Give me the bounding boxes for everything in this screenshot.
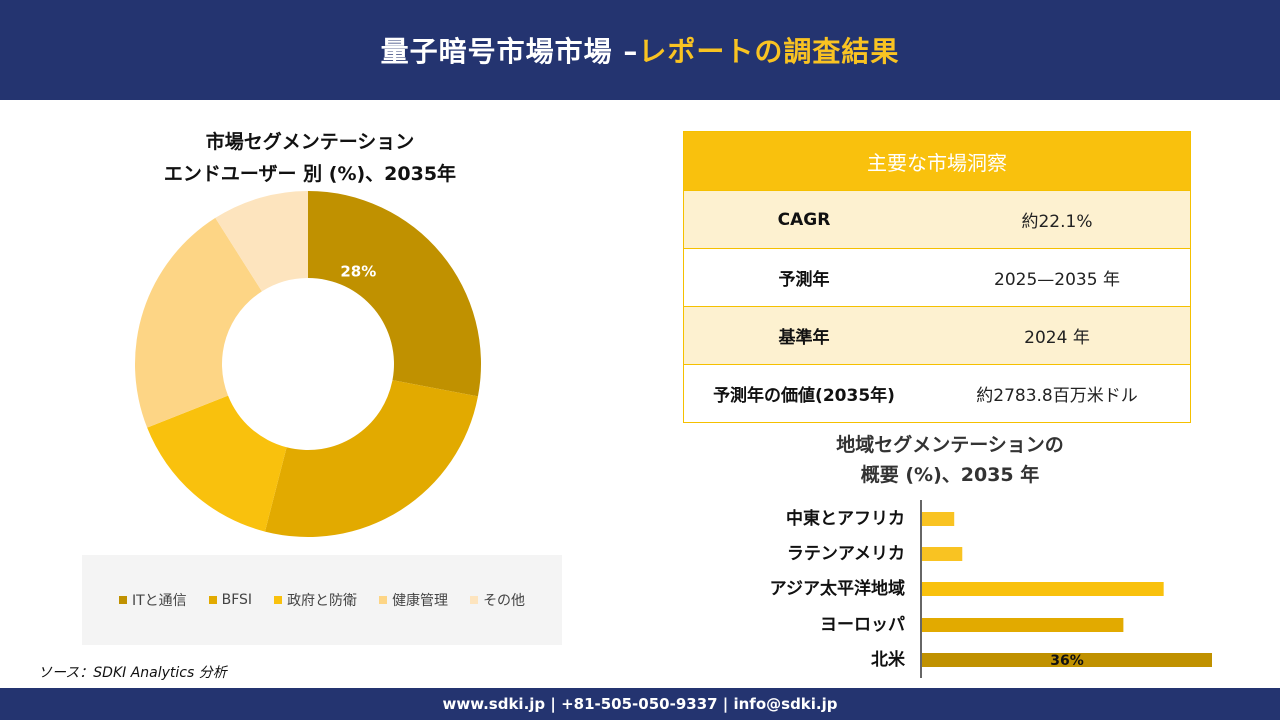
legend-label: 健康管理 xyxy=(392,593,449,609)
header-banner: 量子暗号市場市場 –レポートの調査結果 xyxy=(0,0,1280,100)
donut-slice-3 xyxy=(147,395,287,532)
donut-chart-title: 市場セグメンテーション xyxy=(205,131,415,153)
insight-label: 基準年 xyxy=(778,328,830,348)
donut-legend: ITと通信 BFSI 政府と防衛 健康管理 その他 xyxy=(82,555,562,645)
bar-chart-subtitle: 概要 (%)、2035 年 xyxy=(860,464,1040,486)
title-main: 量子暗号市場市場 – xyxy=(380,35,639,68)
insight-row-forecast-value: 予測年の価値(2035年) 約2783.8百万米ドル xyxy=(684,364,1190,422)
bar-chart-title-block: 地域セグメンテーションの 概要 (%)、2035 年 xyxy=(760,430,1140,490)
bar-category-label: 中東とアフリカ xyxy=(786,508,905,529)
insight-row-forecast-years: 予測年 2025—2035 年 xyxy=(684,248,1190,306)
footer-banner: www.sdki.jp | +81-505-050-9337 | info@sd… xyxy=(0,688,1280,720)
insight-row-base-year: 基準年 2024 年 xyxy=(684,306,1190,364)
legend-swatch xyxy=(379,596,388,604)
legend-item: 政府と防衛 xyxy=(274,590,357,610)
bar-data-label: 36% xyxy=(1050,653,1084,669)
insight-row-cagr: CAGR 約22.1% xyxy=(684,190,1190,248)
page-title: 量子暗号市場市場 –レポートの調査結果 xyxy=(381,30,900,70)
insight-value: 約2783.8百万米ドル xyxy=(976,386,1138,406)
legend-item: ITと通信 xyxy=(118,590,187,610)
donut-chart: 28% xyxy=(135,191,481,537)
insight-value: 2024 年 xyxy=(1024,328,1090,348)
bar-4 xyxy=(922,618,1124,632)
insight-value: 2025—2035 年 xyxy=(994,270,1120,290)
bar-2 xyxy=(922,547,963,561)
insight-label: 予測年 xyxy=(778,270,830,290)
legend-swatch xyxy=(470,596,479,604)
insight-table: 主要な市場洞察 CAGR 約22.1% 予測年 2025—2035 年 基準年 … xyxy=(683,131,1191,423)
donut-chart-subtitle: エンドユーザー 別 (%)、2035年 xyxy=(163,163,457,185)
bar-3 xyxy=(922,582,1164,596)
bar-category-label: 北米 xyxy=(871,649,906,670)
insight-label: CAGR xyxy=(777,209,831,230)
insight-value: 約22.1% xyxy=(1021,212,1093,232)
donut-slice-4 xyxy=(135,217,262,428)
legend-label: 政府と防衛 xyxy=(287,593,358,609)
legend-swatch xyxy=(274,596,283,604)
legend-swatch xyxy=(118,596,127,604)
bar-5 xyxy=(922,653,1212,667)
bar-chart-title: 地域セグメンテーションの xyxy=(836,434,1064,456)
bar-category-label: アジア太平洋地域 xyxy=(770,578,905,599)
legend-item: 健康管理 xyxy=(379,590,448,610)
bar-1 xyxy=(922,512,955,526)
insight-label: 予測年の価値(2035年) xyxy=(713,386,895,406)
bar-category-label: ヨーロッパ xyxy=(820,615,905,635)
footer-contact: www.sdki.jp | +81-505-050-9337 | info@sd… xyxy=(442,695,838,713)
insight-table-heading: 主要な市場洞察 xyxy=(684,132,1190,190)
legend-label: BFSI xyxy=(221,592,253,608)
legend-label: ITと通信 xyxy=(131,593,187,609)
legend-swatch xyxy=(208,596,217,604)
legend-item: その他 xyxy=(470,590,525,610)
donut-chart-title-block: 市場セグメンテーション エンドユーザー 別 (%)、2035年 xyxy=(130,126,490,190)
legend-item: BFSI xyxy=(208,592,253,608)
title-accent: レポートの調査結果 xyxy=(638,35,900,68)
source-note: ソース：SDKI Analytics 分析 xyxy=(38,665,227,681)
donut-slice-1 xyxy=(308,191,481,397)
bar-category-label: ラテンアメリカ xyxy=(787,544,905,564)
donut-slice-2 xyxy=(264,380,478,537)
legend-label: その他 xyxy=(483,593,526,609)
donut-data-label: 28% xyxy=(340,262,376,280)
donut-slice-5 xyxy=(215,191,308,292)
